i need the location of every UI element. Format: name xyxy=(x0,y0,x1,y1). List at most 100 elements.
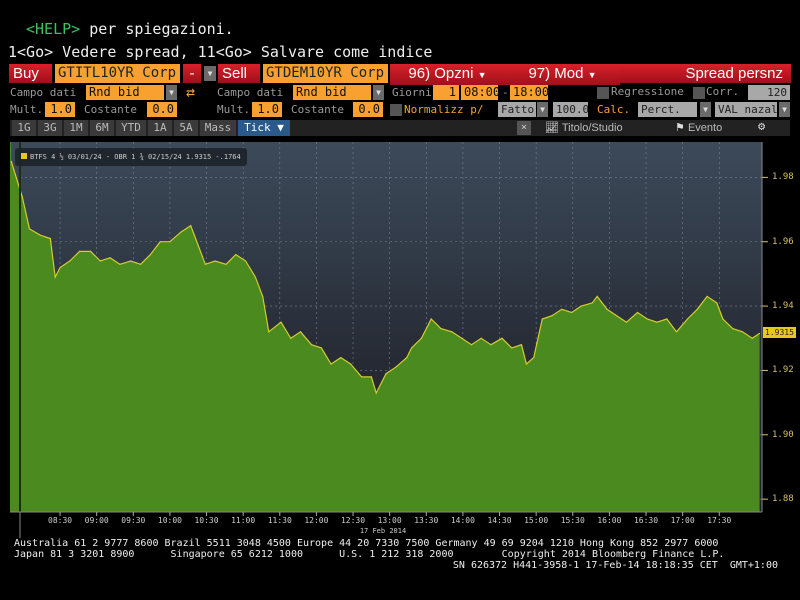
campo-dati-field-2[interactable]: Rnd bid xyxy=(293,85,371,100)
chevron-down-icon[interactable]: ▼ xyxy=(204,66,216,81)
tab-1g[interactable]: 1G xyxy=(12,120,36,136)
tab-tick[interactable]: Tick ▼ xyxy=(238,120,290,136)
x-tick-label: 14:00 xyxy=(450,516,475,525)
data-point xyxy=(541,318,543,320)
data-point xyxy=(330,363,332,365)
data-point xyxy=(411,347,413,349)
data-point xyxy=(49,237,51,240)
data-point xyxy=(280,321,282,323)
chevron-down-icon[interactable]: ▼ xyxy=(537,102,548,117)
data-point xyxy=(636,311,639,314)
x-tick-label: 15:00 xyxy=(524,516,549,525)
chevron-down-icon[interactable]: ▼ xyxy=(779,102,790,117)
swap-icon[interactable]: ⇄ xyxy=(186,83,196,101)
data-point xyxy=(616,315,618,317)
regressione-checkbox[interactable] xyxy=(597,87,609,99)
data-point xyxy=(310,344,313,346)
data-point xyxy=(375,392,377,394)
gear-icon[interactable]: ⚙ xyxy=(758,119,766,133)
data-point xyxy=(149,254,151,256)
data-point xyxy=(99,260,101,262)
buy-ticker-field[interactable]: GTITL10YR Corp xyxy=(55,64,180,83)
x-tick-label: 16:00 xyxy=(597,516,622,525)
chart-tool-icon: 📈︎ xyxy=(545,122,559,134)
data-point xyxy=(225,263,227,265)
data-point xyxy=(385,373,387,375)
mult-field-1[interactable]: 1.0 xyxy=(45,102,75,117)
data-point xyxy=(525,363,527,365)
tab-ytd[interactable]: YTD xyxy=(116,120,146,136)
data-point xyxy=(268,331,270,333)
time-to-field[interactable]: 18:00 xyxy=(510,85,548,100)
fattor-value-field[interactable]: 100.0 xyxy=(553,102,588,117)
mod-menu[interactable]: 97) Mod ▼ xyxy=(505,64,620,85)
data-point xyxy=(716,302,718,304)
buy-button[interactable]: Buy xyxy=(9,64,52,83)
tab-5a[interactable]: 5A xyxy=(174,120,198,136)
sell-ticker-field[interactable]: GTDEM10YR Corp xyxy=(263,64,388,83)
chevron-down-icon[interactable]: ▼ xyxy=(373,85,384,100)
tab-1a[interactable]: 1A xyxy=(148,120,172,136)
data-point xyxy=(596,295,598,298)
regressione-label: Regressione xyxy=(611,85,684,98)
costante-field-2[interactable]: 0.0 xyxy=(353,102,383,117)
data-point xyxy=(245,260,247,262)
options-menu[interactable]: 96) Opzni ▼ xyxy=(390,64,505,85)
x-tick-label: 16:30 xyxy=(633,516,659,525)
y-tick-label: 1.92 xyxy=(772,365,794,376)
data-point xyxy=(159,241,161,243)
data-point xyxy=(580,305,582,307)
x-tick-label: 15:30 xyxy=(560,516,585,525)
tab-mass[interactable]: Mass xyxy=(200,120,236,136)
chevron-down-icon[interactable]: ▼ xyxy=(166,85,177,100)
fattor-select[interactable]: Fattor xyxy=(498,102,536,117)
tab-6m[interactable]: 6M xyxy=(90,120,114,136)
data-point xyxy=(520,344,523,346)
footer-contacts-2: Japan 81 3 3201 8900 Singapore 65 6212 1… xyxy=(14,549,725,560)
campo-dati-field-1[interactable]: Rnd bid xyxy=(86,85,164,100)
data-point xyxy=(646,318,648,320)
data-point xyxy=(21,196,23,198)
data-point xyxy=(420,337,423,339)
y-tick-label: 1.90 xyxy=(772,429,794,440)
data-point xyxy=(606,308,608,310)
data-point xyxy=(28,228,31,230)
normalizz-label: Normalizz p/ xyxy=(404,103,484,116)
data-point xyxy=(570,311,573,314)
data-point xyxy=(561,308,563,310)
close-icon[interactable]: × xyxy=(517,121,531,135)
data-point xyxy=(501,337,503,339)
data-point xyxy=(340,356,342,359)
titolo-studio-button[interactable]: 📈︎ Titolo/Studio xyxy=(545,120,623,136)
data-point xyxy=(262,295,264,298)
giorni-field[interactable]: 1 xyxy=(433,85,459,100)
data-point xyxy=(214,260,216,262)
val-select[interactable]: VAL nazale xyxy=(715,102,777,117)
data-point xyxy=(440,328,442,330)
normalizz-checkbox[interactable] xyxy=(390,104,402,116)
spread-persnz-title[interactable]: Spread persnz xyxy=(620,64,791,83)
evento-button[interactable]: ⚑ Evento xyxy=(675,120,722,136)
help-key[interactable]: <HELP> xyxy=(26,20,81,38)
mult-field-2[interactable]: 1.0 xyxy=(252,102,282,117)
legend-swatch xyxy=(21,153,27,159)
tab-1m[interactable]: 1M xyxy=(64,120,88,136)
x-tick-label: 13:00 xyxy=(377,516,402,525)
minus-button[interactable]: - xyxy=(183,64,201,83)
chart-legend: BTFS 4 ½ 03/01/24 - OBR 1 ¾ 02/15/24 1.9… xyxy=(15,148,247,166)
data-point xyxy=(490,344,492,346)
sell-button[interactable]: Sell xyxy=(218,64,260,83)
y-tick-label: 1.94 xyxy=(772,301,794,312)
data-point xyxy=(470,344,473,346)
corr-field[interactable]: 120 xyxy=(748,85,790,100)
spread-chart xyxy=(10,142,768,538)
tab-3g[interactable]: 3G xyxy=(38,120,62,136)
go-instructions: 1<Go> Vedere spread, 11<Go> Salvare come… xyxy=(8,43,433,61)
corr-checkbox[interactable] xyxy=(693,87,705,99)
costante-field-1[interactable]: 0.0 xyxy=(147,102,177,117)
calc-select[interactable]: Perct. xyxy=(638,102,697,117)
x-tick-label: 17:30 xyxy=(707,516,732,525)
costante-label-2: Costante xyxy=(291,103,344,116)
chevron-down-icon[interactable]: ▼ xyxy=(700,102,711,117)
time-from-field[interactable]: 08:00 xyxy=(461,85,498,100)
